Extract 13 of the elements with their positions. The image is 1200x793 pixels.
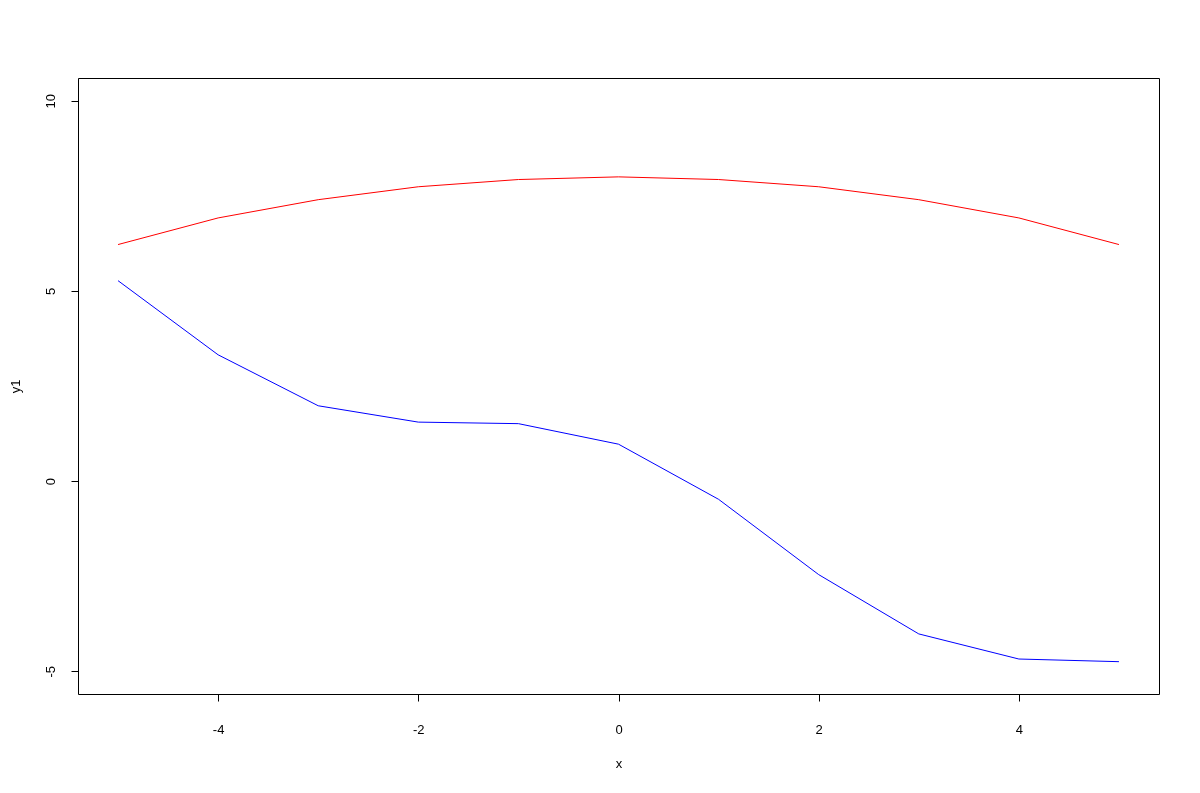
y-tick-label: 0 xyxy=(42,477,58,486)
x-tick-label: 0 xyxy=(615,721,623,737)
y-tick-label: 5 xyxy=(42,287,58,296)
x-tick-label: 4 xyxy=(1015,721,1023,737)
line-series xyxy=(117,280,1120,663)
y-axis-title: y1 xyxy=(7,379,23,394)
y-tick-label: -5 xyxy=(42,665,58,678)
line-series xyxy=(117,176,1120,246)
x-tick-label: 2 xyxy=(815,721,823,737)
x-tick-label: -4 xyxy=(212,721,225,737)
y-tick-label: 10 xyxy=(42,94,58,109)
x-axis-title: x xyxy=(615,755,623,771)
x-tick-label: -2 xyxy=(413,721,425,737)
